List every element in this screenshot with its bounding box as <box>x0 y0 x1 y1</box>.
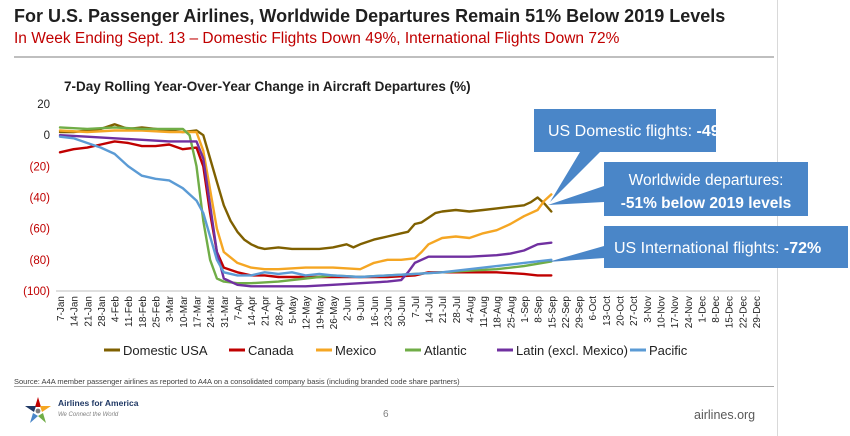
x-tick-label: 8-Dec <box>711 296 722 323</box>
x-tick-label: 24-Nov <box>684 296 695 328</box>
callout-international-text: US International flights: -72% <box>614 240 821 257</box>
x-tick-label: 7-Apr <box>233 295 244 320</box>
x-tick-label: 3-Nov <box>643 296 654 323</box>
legend-label-canada: Canada <box>248 343 294 358</box>
logo-tagline: We Connect the World <box>58 412 119 418</box>
series-line-pacific <box>58 135 553 279</box>
y-tick-label: (20) <box>30 161 51 173</box>
slide-right-edge <box>777 0 850 436</box>
x-tick-label: 29-Dec <box>752 296 763 328</box>
x-tick-label: 2-Jun <box>343 296 354 321</box>
x-tick-label: 21-Jan <box>83 296 94 327</box>
legend-label-domestic: Domestic USA <box>123 343 208 358</box>
x-tick-label: 22-Dec <box>738 296 749 328</box>
callout-international-box <box>548 226 848 268</box>
logo-name: Airlines for America <box>58 398 139 408</box>
x-tick-label: 28-Jan <box>97 296 108 327</box>
y-tick-label: (100) <box>23 286 50 298</box>
x-tick-label: 16-Jun <box>370 296 381 327</box>
x-tick-label: 8-Sep <box>534 296 545 323</box>
callouts: US Domestic flights: -49% Worldwide depar… <box>534 109 848 268</box>
x-tick-label: 23-Jun <box>384 296 395 327</box>
legend-label-latin: Latin (excl. Mexico) <box>516 343 628 358</box>
x-tick-label: 15-Dec <box>725 296 736 328</box>
page-title: For U.S. Passenger Airlines, Worldwide D… <box>14 6 726 26</box>
x-tick-label: 14-Jul <box>424 296 435 323</box>
x-tick-label: 7-Jan <box>56 296 67 321</box>
series-line-mexico <box>58 129 553 271</box>
callout-domestic-box <box>534 109 716 202</box>
x-tick-label: 14-Apr <box>247 295 258 326</box>
y-tick-label: (60) <box>30 224 51 236</box>
y-tick-label: (40) <box>30 193 51 205</box>
x-tick-label: 19-May <box>315 296 326 329</box>
callout-domestic-label: US Domestic flights: <box>548 123 696 140</box>
x-tick-label: 30-Jun <box>397 296 408 327</box>
x-tick-label: 1-Dec <box>697 296 708 323</box>
x-tick-label: 5-May <box>288 296 299 324</box>
source-note: Source: A4A member passenger airlines as… <box>14 377 460 386</box>
legend-label-atlantic: Atlantic <box>424 343 467 358</box>
x-tick-label: 28-Jul <box>452 296 463 323</box>
x-tick-label: 20-Oct <box>616 296 627 326</box>
page-subtitle: In Week Ending Sept. 13 – Domestic Fligh… <box>14 30 620 47</box>
page-number: 6 <box>383 409 389 420</box>
footer-divider <box>14 386 774 387</box>
x-tick-label: 13-Oct <box>602 296 613 326</box>
callout-worldwide-box <box>548 162 808 216</box>
x-tick-label: 10-Nov <box>656 296 667 328</box>
website-link[interactable]: airlines.org <box>694 408 756 422</box>
x-tick-label: 14-Jan <box>70 296 81 327</box>
legend-label-mexico: Mexico <box>335 343 376 358</box>
series-line-atlantic <box>58 126 553 285</box>
x-tick-label: 15-Sep <box>547 296 558 329</box>
y-tick-label: 0 <box>44 130 50 142</box>
x-tick-label: 11-Aug <box>479 296 490 328</box>
x-tick-label: 4-Aug <box>465 296 476 323</box>
x-tick-label: 27-Oct <box>629 296 640 326</box>
x-tick-label: 25-Feb <box>152 296 163 328</box>
callout-worldwide-line1: Worldwide departures: <box>629 172 784 189</box>
title-divider <box>14 56 774 58</box>
x-tick-label: 9-Jun <box>356 296 367 321</box>
x-tick-label: 26-May <box>329 296 340 329</box>
x-tick-label: 6-Oct <box>588 296 599 321</box>
x-tick-label: 10-Mar <box>179 295 190 327</box>
x-tick-label: 21-Apr <box>261 295 272 326</box>
x-tick-label: 22-Sep <box>561 296 572 329</box>
y-tick-label: (80) <box>30 255 51 267</box>
x-tick-label: 24-Mar <box>206 295 217 327</box>
y-tick-label: 20 <box>37 99 50 111</box>
callout-worldwide-line2: -51% below 2019 levels <box>621 195 792 212</box>
x-tick-label: 18-Feb <box>138 296 149 328</box>
x-tick-label: 7-Jul <box>411 296 422 318</box>
x-tick-label: 25-Aug <box>506 296 517 328</box>
callout-international-label: US International flights: <box>614 240 784 257</box>
series-line-latin <box>58 134 553 288</box>
callout-domestic-text: US Domestic flights: -49% <box>548 123 734 140</box>
legend-label-pacific: Pacific <box>649 343 688 358</box>
callout-domestic-value: -49% <box>696 123 733 140</box>
x-tick-label: 11-Feb <box>124 296 135 327</box>
x-tick-label: 28-Apr <box>274 295 285 326</box>
x-tick-label: 31-Mar <box>220 295 231 327</box>
x-tick-label: 29-Sep <box>575 296 586 329</box>
a4a-logo-icon <box>25 397 51 423</box>
x-tick-label: 4-Feb <box>111 296 122 323</box>
callout-international-value: -72% <box>784 240 821 257</box>
x-tick-label: 18-Aug <box>493 296 504 328</box>
x-tick-label: 12-May <box>302 296 313 329</box>
x-tick-label: 1-Sep <box>520 296 531 323</box>
series-line-domestic <box>58 123 553 251</box>
x-tick-label: 3-Mar <box>165 295 176 322</box>
x-tick-label: 17-Mar <box>192 295 203 327</box>
chart-title: 7-Day Rolling Year-Over-Year Change in A… <box>64 79 471 94</box>
x-tick-label: 17-Nov <box>670 296 681 328</box>
x-tick-label: 21-Jul <box>438 296 449 323</box>
